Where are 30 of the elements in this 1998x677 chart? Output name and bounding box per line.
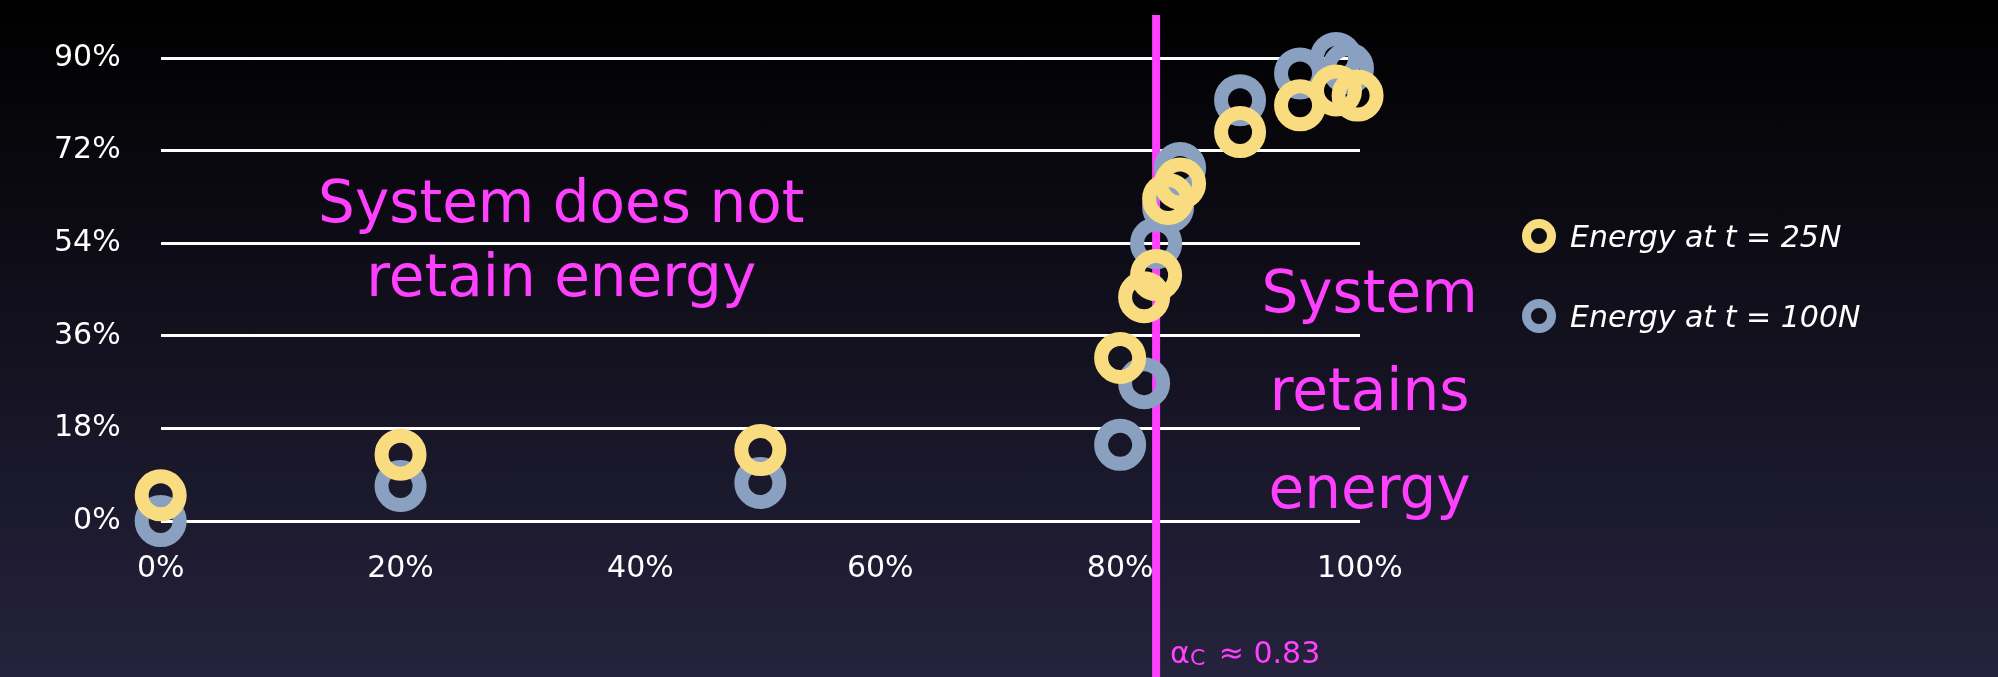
point: [1130, 249, 1183, 302]
point: [1142, 172, 1195, 225]
legend-label: Energy at t = 100N: [1570, 298, 1861, 334]
x-tick-label: 20%: [367, 548, 434, 584]
y-tick-label: 90%: [53, 37, 121, 73]
point: [1118, 271, 1171, 324]
point: [1274, 79, 1327, 132]
x-tick-label: 40%: [607, 548, 674, 584]
point: [374, 428, 427, 481]
point: [1214, 106, 1267, 159]
legend-label: Energy at t = 25N: [1570, 218, 1842, 254]
ref-line-label: αC ≈ 0.83: [1170, 635, 1321, 670]
point: [1094, 331, 1147, 384]
point: [1154, 157, 1207, 210]
annotation: System does not retain energy: [318, 167, 805, 310]
x-tick-label: 0%: [136, 548, 185, 584]
y-tick-label: 36%: [53, 315, 121, 351]
y-tick-label: 72%: [53, 130, 121, 166]
x-tick-label: 80%: [1086, 548, 1154, 584]
point: [1331, 69, 1384, 122]
point: [734, 424, 787, 477]
annotation: System retains energy: [1261, 257, 1478, 522]
y-tick-label: 54%: [53, 223, 121, 258]
x-tick-label: 60%: [846, 548, 914, 584]
x-tick-label: 100%: [1317, 548, 1403, 584]
point: [1310, 64, 1363, 117]
point: [134, 469, 187, 522]
y-tick-label: 0%: [73, 500, 121, 536]
y-tick-label: 18%: [53, 408, 121, 444]
point: [1094, 418, 1147, 471]
